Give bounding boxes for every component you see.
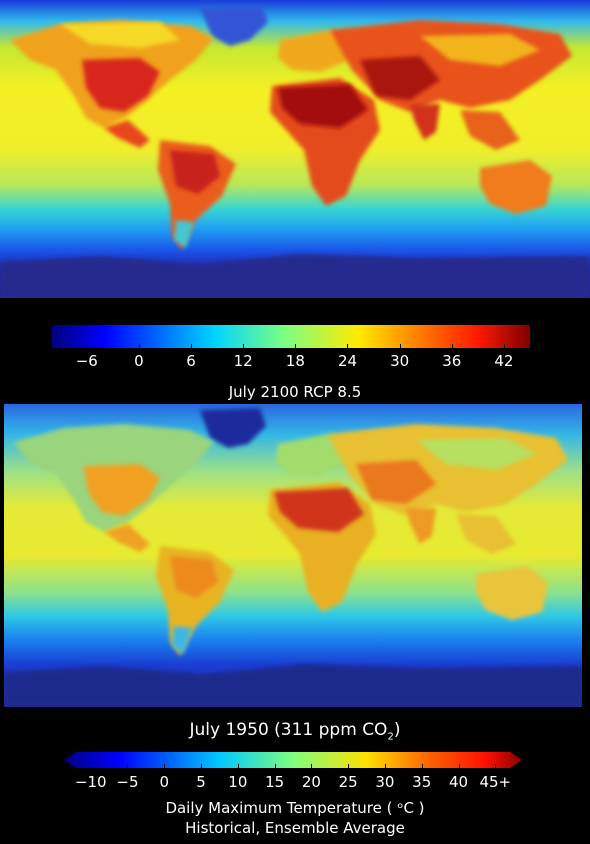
colorbar-axis-title: Daily Maximum Temperature ( ᵒC ) <box>165 799 425 817</box>
colorbar-tick-mark <box>164 764 166 768</box>
colorbar-axis-subtitle: Historical, Ensemble Average <box>185 819 405 837</box>
colorbar-tick-label: −10 <box>74 773 107 791</box>
colorbar-tick-label: 15 <box>265 773 285 791</box>
colorbar-tick-label: 24 <box>337 352 358 370</box>
colorbar-2100: −6 0 6 12 18 24 30 36 42 <box>52 325 530 369</box>
colorbar-tick-mark <box>191 344 193 348</box>
colorbar-tick-label: 5 <box>196 773 206 791</box>
colorbar-tick-label: 6 <box>186 352 196 370</box>
colorbar-tick-label: 42 <box>494 352 514 370</box>
colorbar-tick-mark <box>237 764 239 768</box>
map-title-2100: July 2100 RCP 8.5 <box>228 383 362 401</box>
colorbar-1950: −10 −5 0 5 10 15 20 25 30 35 40 45+ <box>64 752 522 790</box>
temperature-map-1950 <box>4 404 582 707</box>
colorbar-tick-label: 0 <box>134 352 144 370</box>
colorbar-tick-mark <box>421 764 423 768</box>
colorbar-tick-mark <box>311 764 313 768</box>
colorbar-tick-label: 25 <box>338 773 358 791</box>
colorbar-tick-label: 35 <box>412 773 432 791</box>
colorbar-tick-mark <box>295 344 297 348</box>
colorbar-tick-label: −6 <box>75 352 98 370</box>
colorbar-tick-label: −5 <box>116 773 139 791</box>
colorbar-tick-label: 45+ <box>479 773 512 791</box>
map-title-1950: July 1950 (311 ppm CO2) <box>0 720 590 742</box>
colorbar-tick-mark <box>451 344 453 348</box>
temperature-map-2100 <box>0 0 590 298</box>
colorbar-tick-label: 0 <box>159 773 170 791</box>
colorbar-tick-label: 30 <box>375 773 395 791</box>
colorbar-tick-mark <box>495 764 497 768</box>
colorbar-tick-mark <box>458 764 460 768</box>
colorbar-tick-mark <box>86 344 88 348</box>
colorbar-tick-mark <box>201 764 203 768</box>
colorbar-tick-mark <box>347 344 349 348</box>
title-end: ) <box>393 720 401 740</box>
colorbar-tick-mark <box>399 344 401 348</box>
colorbar-tick-mark <box>503 344 505 348</box>
colorbar-tick-mark <box>127 764 129 768</box>
colorbar-tick-mark <box>384 764 386 768</box>
colorbar-tick-label: 20 <box>301 773 321 791</box>
colorbar-tick-mark <box>243 344 245 348</box>
title-subscript: 2 <box>387 731 394 743</box>
colorbar-tick-mark <box>274 764 276 768</box>
colorbar-tick-mark <box>348 764 350 768</box>
colorbar-gradient <box>64 752 522 768</box>
colorbar-tick-label: 12 <box>233 352 253 370</box>
colorbar-tick-label: 36 <box>442 352 462 370</box>
colorbar-gradient <box>52 325 530 348</box>
colorbar-tick-label: 10 <box>228 773 248 791</box>
colorbar-tick-label: 40 <box>448 773 469 791</box>
colorbar-tick-label: 30 <box>390 352 410 370</box>
title-main: July 1950 (311 ppm CO <box>189 720 388 740</box>
colorbar-tick-label: 18 <box>285 352 305 370</box>
colorbar-tick-mark <box>90 764 92 768</box>
colorbar-tick-mark <box>138 344 140 348</box>
